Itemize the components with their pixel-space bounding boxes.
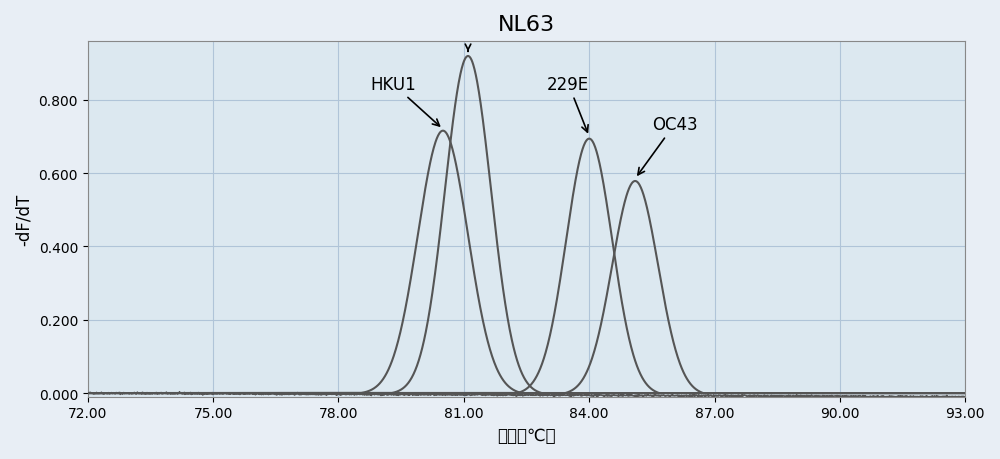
- Text: HKU1: HKU1: [370, 76, 440, 127]
- Y-axis label: -dF/dT: -dF/dT: [15, 193, 33, 246]
- Title: NL63: NL63: [498, 15, 555, 35]
- Text: 229E: 229E: [547, 76, 589, 133]
- Text: OC43: OC43: [638, 116, 697, 175]
- X-axis label: 温度（℃）: 温度（℃）: [497, 426, 556, 444]
